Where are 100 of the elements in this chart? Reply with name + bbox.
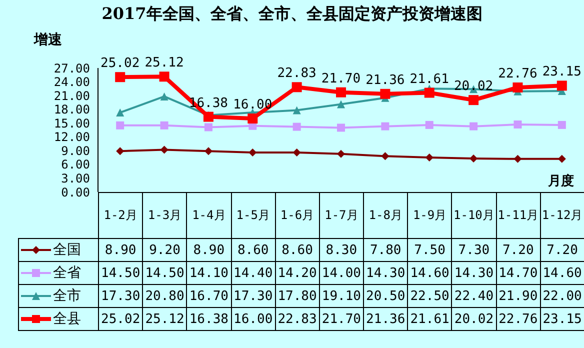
text: 21.70 (321, 71, 361, 86)
data-label: 20.50 (364, 284, 408, 308)
point (159, 72, 170, 82)
data-label: 17.30 (98, 284, 143, 308)
point (337, 150, 345, 158)
y-tick-label: 15.00 (54, 116, 90, 130)
point (424, 88, 434, 98)
data-label: 7.30 (452, 238, 496, 262)
text: 21.36 (366, 72, 405, 88)
data-label: 20.02 (452, 308, 496, 330)
point (115, 72, 126, 82)
data-label: 16.00 (231, 308, 276, 330)
y-tick-label: 12.00 (54, 130, 90, 144)
data-label: 8.90 (186, 238, 232, 262)
data-label: 14.60 (408, 262, 452, 284)
y-tick-label: 27.00 (54, 61, 90, 76)
point (425, 120, 434, 129)
data-label: 14.60 (540, 262, 584, 284)
point (160, 146, 168, 154)
data-label: 7.80 (364, 238, 408, 262)
y-tick-label: 3.00 (61, 171, 90, 186)
data-label: 22.00 (540, 284, 584, 308)
data-label: 14.20 (275, 262, 320, 284)
point (116, 108, 124, 117)
point (336, 87, 346, 98)
point (116, 147, 124, 156)
point (116, 121, 124, 130)
point (337, 124, 345, 132)
point (204, 147, 212, 156)
data-label: 7.20 (540, 238, 584, 262)
point (425, 154, 434, 162)
point (514, 120, 522, 128)
data-label: 14.00 (319, 262, 364, 284)
point (470, 122, 478, 130)
point (292, 106, 301, 114)
data-label: 8.60 (275, 238, 320, 262)
data-label: 7.20 (496, 238, 540, 262)
point (512, 82, 523, 92)
data-label: 25.12 (142, 308, 187, 330)
point (556, 80, 567, 91)
y-tick-label: 9.00 (61, 144, 90, 158)
y-tick-label: 0.00 (61, 185, 90, 200)
data-label: 23.15 (540, 308, 584, 330)
y-tick-label: 6.00 (61, 158, 90, 172)
x-tick-label: 1-5月 (231, 192, 276, 238)
point (292, 148, 301, 157)
point (160, 92, 168, 100)
data-label: 22.83 (275, 308, 320, 330)
x-tick-label: 1-11月 (496, 192, 540, 238)
point (470, 154, 478, 162)
point (381, 122, 390, 130)
point (558, 154, 566, 163)
x-tick-label: 1-9月 (408, 192, 452, 238)
data-label: 17.30 (231, 284, 276, 308)
point (514, 154, 522, 163)
text: 23.15 (542, 64, 582, 80)
point (292, 82, 302, 92)
data-label: 14.50 (98, 262, 143, 284)
point (468, 95, 479, 106)
legend-label: 全市 (53, 288, 81, 304)
data-label: 17.80 (275, 284, 320, 308)
chart-title: 2017年全国、全省、全市、全县固定资产投资增速图 (100, 4, 484, 25)
text: 16.00 (233, 98, 272, 113)
data-label: 19.10 (319, 284, 364, 308)
point (248, 148, 257, 157)
x-axis-title: 月度 (548, 172, 574, 190)
x-tick-label: 1-8月 (364, 192, 408, 238)
x-tick-label: 1-3月 (142, 192, 187, 238)
text: 22.76 (498, 66, 538, 82)
point (381, 152, 390, 160)
data-label: 21.70 (319, 308, 364, 330)
x-tick-label: 1-10月 (452, 192, 496, 238)
text: 25.12 (144, 56, 184, 71)
legend-label: 全省 (53, 265, 81, 281)
y-tick-label: 21.00 (54, 88, 90, 103)
text: 22.83 (277, 66, 316, 82)
data-label: 25.02 (98, 308, 143, 330)
point (160, 121, 168, 130)
data-label: 8.60 (231, 238, 276, 262)
text: 25.02 (100, 56, 140, 72)
data-label: 21.61 (408, 308, 452, 330)
legend-label: 全国 (53, 242, 81, 258)
point (203, 112, 214, 122)
data-label: 22.50 (408, 284, 452, 308)
data-label: 20.80 (142, 284, 187, 308)
data-label: 14.50 (142, 262, 187, 284)
data-label: 14.10 (186, 262, 232, 284)
data-label: 14.30 (364, 262, 408, 284)
data-label: 8.90 (98, 238, 143, 262)
point (248, 114, 258, 124)
point (204, 123, 212, 132)
data-label: 14.70 (496, 262, 540, 284)
data-label: 21.90 (496, 284, 540, 308)
y-tick-label: 18.00 (54, 102, 90, 117)
data-label: 16.70 (186, 284, 232, 308)
data-label: 14.40 (231, 262, 276, 284)
point (380, 88, 390, 99)
data-label: 14.30 (452, 262, 496, 284)
legend-label: 全县 (53, 311, 81, 327)
data-label: 16.38 (186, 308, 232, 330)
